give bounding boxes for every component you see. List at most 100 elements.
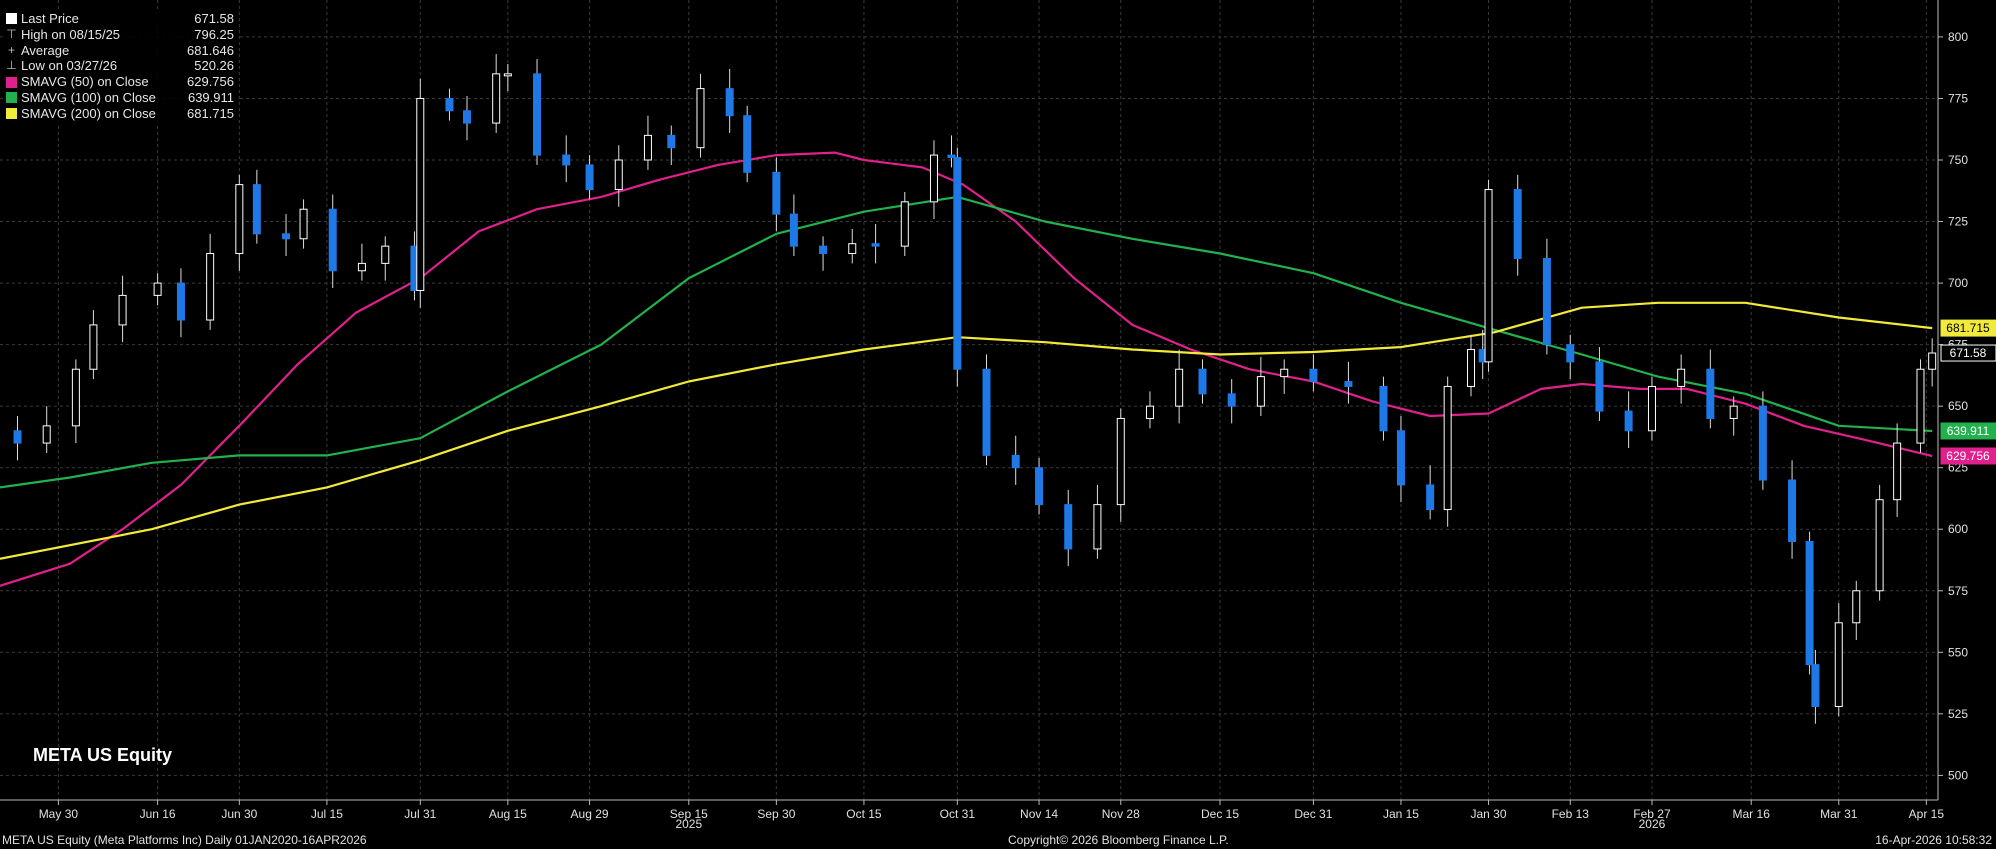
candle-body — [1426, 484, 1435, 511]
legend-row-average: + Average 681.646 — [6, 43, 234, 59]
x-tick-label: May 30 — [39, 807, 79, 821]
candle-body — [871, 243, 880, 247]
last-price-swatch — [6, 13, 17, 25]
year-label: 2026 — [1639, 817, 1666, 831]
legend-row-smavg-50: SMAVG (50) on Close 629.756 — [6, 74, 234, 90]
x-tick-label: Feb 13 — [1552, 807, 1590, 821]
candle-body — [1513, 189, 1522, 259]
candle-body — [71, 368, 80, 427]
candle-body — [1928, 352, 1937, 370]
candle-body — [252, 184, 261, 235]
value-tag-label: 671.58 — [1950, 346, 1987, 360]
candle-body — [206, 253, 215, 321]
candle-body — [643, 134, 652, 161]
candle-body — [445, 97, 454, 112]
value-tag-bg — [1940, 344, 1996, 362]
legend-label: Last Price — [21, 11, 79, 26]
smavg-50-swatch — [6, 76, 17, 88]
candle-body — [1566, 344, 1575, 363]
x-tick-label: Aug 15 — [489, 807, 527, 821]
candle-body — [953, 157, 962, 370]
candle-body — [667, 134, 676, 149]
candle-body — [1852, 590, 1861, 624]
footer-description: META US Equity (Meta Platforms Inc) Dail… — [2, 833, 367, 847]
footer-timestamp: 16-Apr-2026 10:58:32 — [1875, 833, 1992, 847]
x-tick-label: Jan 15 — [1383, 807, 1419, 821]
candle-body — [1145, 405, 1154, 419]
legend-value: 639.911 — [187, 89, 234, 105]
candle-body — [13, 430, 22, 444]
candle-body — [357, 262, 366, 272]
chart-grid — [0, 0, 1938, 800]
candle-body — [929, 154, 938, 203]
candle-body — [1309, 368, 1318, 383]
series-line — [0, 301, 1933, 560]
candle-body — [696, 88, 705, 149]
candle-body — [462, 110, 471, 124]
y-tick-label: 725 — [1948, 215, 1968, 229]
candle-body — [503, 73, 512, 77]
candle-body — [1175, 368, 1184, 407]
candle-body — [585, 164, 594, 191]
legend-label: SMAVG (100) on Close — [21, 89, 156, 105]
candle-body — [153, 282, 162, 296]
value-tag: 671.58 — [1940, 344, 1996, 362]
candle-body — [1729, 405, 1738, 419]
candle-body — [1595, 361, 1604, 412]
legend-label: SMAVG (200) on Close — [21, 105, 156, 121]
x-tick-label: Apr 15 — [1909, 807, 1945, 821]
candle-body — [982, 368, 991, 456]
candle-body — [416, 97, 425, 291]
ticker-label: META US Equity — [33, 745, 172, 765]
legend-value: 671.58 — [194, 11, 234, 26]
candle-body — [1011, 454, 1020, 469]
legend-label: SMAVG (50) on Close — [21, 74, 149, 90]
candle-body — [1443, 385, 1452, 511]
candle-body — [1093, 504, 1102, 550]
legend-value: 681.646 — [187, 42, 234, 58]
y-tick-label: 700 — [1948, 276, 1968, 290]
x-tick-label: Mar 16 — [1733, 807, 1771, 821]
candle-body — [1542, 257, 1551, 346]
candle-body — [1758, 405, 1767, 481]
y-tick-label: 800 — [1948, 30, 1968, 44]
candle-body — [1379, 385, 1388, 432]
x-tick-label: Sep 15 — [670, 807, 708, 821]
x-tick-label: Nov 14 — [1020, 807, 1058, 821]
candle-body — [900, 201, 909, 247]
legend-label: High on 08/15/25 — [21, 26, 121, 42]
legend-value: 796.25 — [194, 26, 234, 42]
candle-body — [1484, 189, 1493, 363]
right-value-tags: 681.715 671.58 639.911 629.756 — [1940, 319, 1996, 465]
candle-body — [562, 154, 571, 166]
x-tick-label: Jul 15 — [311, 807, 343, 821]
candle-body — [118, 294, 127, 326]
candle-body — [614, 159, 623, 191]
chart-axes: 500525550575600625650675700725750775800M… — [0, 0, 1968, 831]
y-tick-label: 650 — [1948, 399, 1968, 413]
value-tag-label: 629.756 — [1946, 449, 1990, 463]
candle-body — [743, 115, 752, 173]
value-tag-bg — [1940, 422, 1996, 440]
legend-value: 629.756 — [187, 74, 234, 90]
x-tick-label: Oct 31 — [940, 807, 976, 821]
candle-body — [789, 213, 798, 247]
candle-body — [1198, 368, 1207, 395]
value-tag: 639.911 — [1940, 422, 1996, 440]
candle-body — [848, 243, 857, 255]
value-tag-bg — [1940, 319, 1996, 337]
y-tick-label: 500 — [1948, 768, 1968, 782]
candle-body — [492, 73, 501, 124]
x-tick-label: Nov 28 — [1102, 807, 1140, 821]
chart-legend: Last Price 671.58 ⊤ High on 08/15/25 796… — [4, 10, 237, 124]
x-tick-label: Jun 16 — [140, 807, 176, 821]
value-tag-label: 639.911 — [1947, 424, 1990, 438]
x-tick-label: Oct 15 — [846, 807, 882, 821]
candle-body — [1256, 376, 1265, 407]
x-tick-label: Jun 30 — [221, 807, 257, 821]
candle-body — [1344, 381, 1353, 387]
legend-row-low: ⊥ Low on 03/27/26 520.26 — [6, 58, 234, 74]
legend-label: Low on 03/27/26 — [21, 58, 118, 74]
x-tick-label: Mar 31 — [1820, 807, 1858, 821]
